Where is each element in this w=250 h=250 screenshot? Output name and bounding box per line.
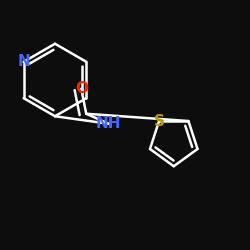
Text: NH: NH bbox=[96, 116, 122, 131]
Text: N: N bbox=[17, 54, 30, 69]
Text: S: S bbox=[154, 114, 164, 128]
Text: O: O bbox=[75, 81, 88, 96]
